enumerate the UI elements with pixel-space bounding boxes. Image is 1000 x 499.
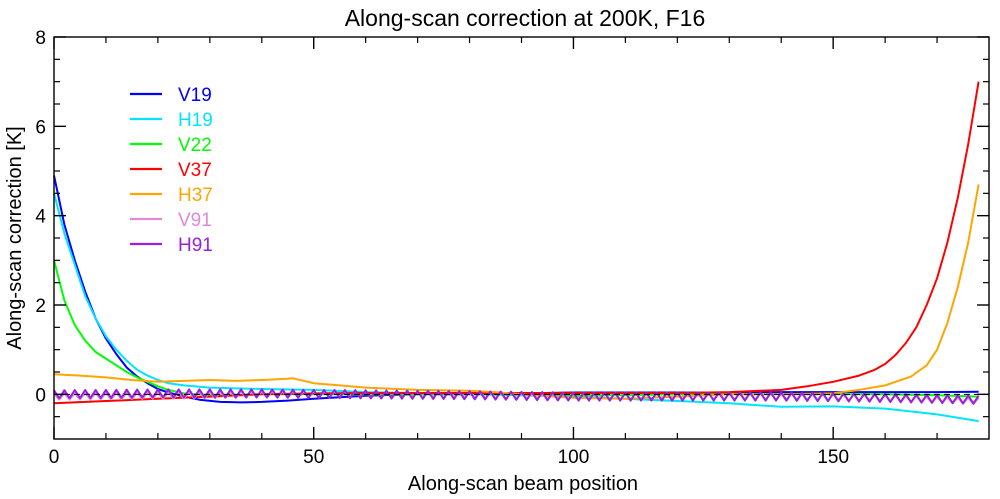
legend-label-h37: H37: [178, 185, 213, 206]
chart-title: Along-scan correction at 200K, F16: [345, 5, 706, 31]
series-line-h91: [53, 388, 980, 405]
y-tick-label: 2: [35, 296, 46, 317]
legend: V19 H19 V22 V37 H37 V91 H91: [130, 85, 213, 256]
x-tick-label: 50: [303, 447, 324, 468]
x-tick-label: 100: [558, 447, 590, 468]
x-axis-label: Along-scan beam position: [408, 473, 638, 495]
legend-label-v91: V91: [178, 210, 212, 231]
tick-layer: 0 50 100 150 0 2 4 6 8: [35, 28, 989, 468]
legend-label-v22: V22: [178, 135, 212, 156]
y-tick-label: 8: [35, 28, 46, 49]
y-tick-label: 6: [35, 117, 46, 138]
legend-label-h19: H19: [178, 110, 213, 131]
legend-label-v19: V19: [178, 85, 212, 106]
x-tick-label: 150: [817, 447, 849, 468]
y-tick-label: 0: [35, 385, 46, 406]
x-tick-label: 0: [49, 447, 60, 468]
legend-label-v37: V37: [178, 160, 212, 181]
y-tick-label: 4: [35, 207, 46, 228]
y-axis-label: Along-scan correction [K]: [4, 126, 26, 349]
series-line-h37: [53, 184, 980, 400]
legend-label-h91: H91: [178, 235, 213, 256]
